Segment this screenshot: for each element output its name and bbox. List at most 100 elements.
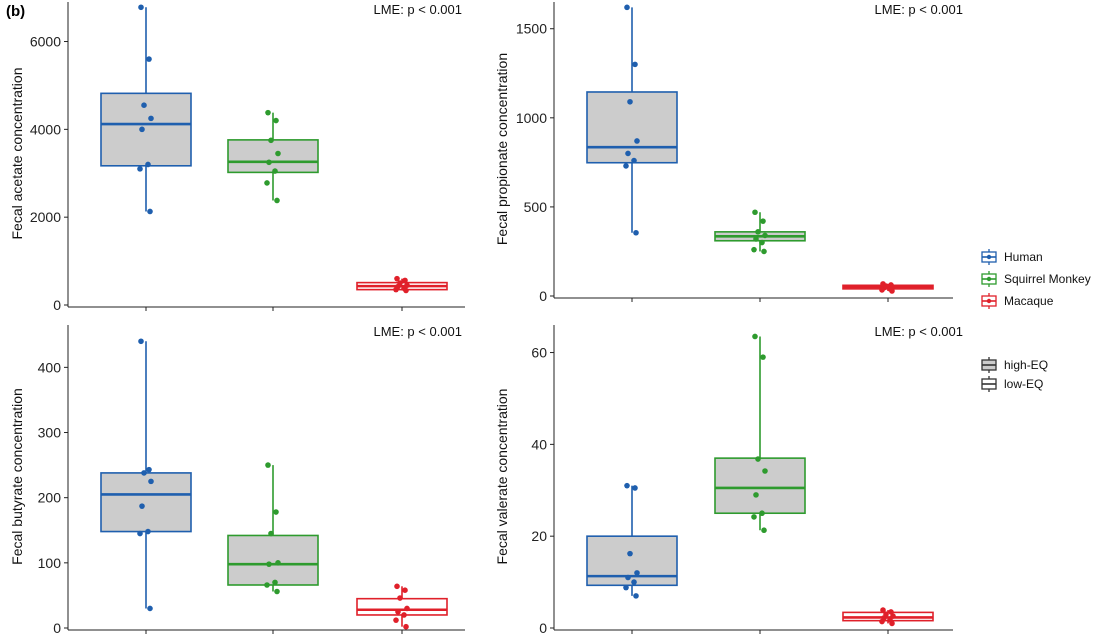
legend: Human Squirrel Monkey Macaque high-EQ low-EQ	[981, 249, 1091, 392]
data-point	[402, 277, 408, 284]
data-point	[147, 208, 153, 215]
data-point	[634, 570, 640, 576]
box-body	[586, 91, 678, 164]
data-point	[752, 333, 758, 340]
box-squirrel-monkey	[227, 462, 319, 595]
data-point	[145, 528, 151, 535]
y-axis-label: Fecal valerate concentration	[494, 389, 510, 565]
data-point	[627, 98, 633, 105]
data-point	[139, 126, 145, 133]
box-body	[356, 597, 448, 616]
y-tick-label: 200	[38, 490, 62, 506]
data-point	[394, 275, 400, 282]
data-point	[753, 236, 759, 242]
data-point	[633, 593, 639, 599]
y-tick-label: 6000	[30, 34, 61, 50]
data-point	[624, 4, 630, 11]
data-point	[148, 115, 154, 122]
data-point	[273, 117, 279, 124]
box-human	[586, 4, 678, 236]
box-squirrel-monkey	[714, 209, 806, 255]
lme-annotation: LME: p < 0.001	[373, 2, 462, 17]
data-point	[879, 618, 885, 625]
box-body	[100, 472, 192, 533]
data-point	[753, 492, 759, 498]
y-tick-label: 100	[38, 555, 62, 571]
y-tick-label: 400	[38, 359, 62, 375]
data-point	[264, 180, 270, 186]
data-point	[404, 605, 410, 612]
y-tick-label: 1500	[516, 21, 547, 37]
legend-label: Squirrel Monkey	[1004, 272, 1091, 286]
data-point	[625, 574, 631, 581]
data-point	[889, 288, 895, 294]
y-axis-label: Fecal acetate concentration	[9, 68, 25, 240]
data-point	[403, 287, 409, 294]
data-point	[272, 168, 278, 174]
box-body	[227, 139, 319, 174]
data-point	[627, 550, 633, 557]
data-point	[759, 510, 765, 517]
legend-label: Human	[1004, 250, 1043, 264]
data-point	[148, 478, 154, 485]
data-point	[401, 612, 407, 618]
y-tick-label: 0	[53, 297, 61, 313]
legend-label: high-EQ	[1004, 358, 1048, 372]
data-point	[879, 287, 885, 293]
data-point	[760, 354, 766, 360]
data-point	[762, 468, 768, 474]
data-point	[393, 286, 399, 293]
data-point	[146, 466, 152, 473]
data-point	[138, 4, 144, 11]
y-tick-label: 0	[539, 288, 547, 304]
data-point	[265, 462, 271, 468]
data-point	[632, 485, 638, 491]
box-squirrel-monkey	[714, 333, 806, 534]
data-point	[138, 338, 144, 345]
legend-label: low-EQ	[1004, 377, 1043, 391]
data-point	[273, 509, 279, 515]
data-point	[632, 61, 638, 68]
panel-acetate: 0 2000 4000 6000 Fecal acetate concentration…	[9, 2, 465, 313]
data-point	[146, 56, 152, 62]
data-point	[889, 620, 895, 627]
box-human	[100, 4, 192, 215]
data-point	[139, 503, 145, 509]
data-point	[751, 514, 757, 520]
legend-label: Macaque	[1004, 294, 1054, 308]
data-point	[274, 197, 280, 204]
legend-key-low-eq	[981, 376, 997, 392]
panel-propionate: 0 500 1000 1500 Fecal propionate concentrati…	[494, 2, 963, 304]
data-point	[752, 209, 758, 216]
data-point	[759, 239, 765, 246]
data-point	[633, 229, 639, 236]
data-point	[264, 582, 270, 588]
box-body	[227, 534, 319, 586]
box-body	[714, 457, 806, 515]
data-point	[147, 605, 153, 612]
legend-point	[986, 254, 992, 260]
y-tick-label: 1000	[516, 110, 547, 126]
y-tick-label: 2000	[30, 209, 61, 225]
y-tick-label: 4000	[30, 121, 61, 137]
data-point	[761, 527, 767, 534]
data-point	[625, 150, 631, 157]
box-squirrel-monkey	[227, 109, 319, 204]
box-macaque	[842, 281, 934, 294]
data-point	[631, 579, 637, 585]
data-point	[137, 166, 143, 172]
data-point	[761, 248, 767, 255]
data-point	[275, 150, 281, 157]
data-point	[751, 246, 757, 253]
data-point	[397, 595, 403, 601]
y-tick-label: 0	[539, 620, 547, 635]
data-point	[272, 579, 278, 586]
data-point	[275, 560, 281, 566]
data-point	[623, 163, 629, 169]
lme-annotation: LME: p < 0.001	[874, 2, 963, 17]
y-tick-label: 20	[531, 528, 547, 544]
y-tick-label: 300	[38, 425, 62, 441]
data-point	[623, 584, 629, 591]
